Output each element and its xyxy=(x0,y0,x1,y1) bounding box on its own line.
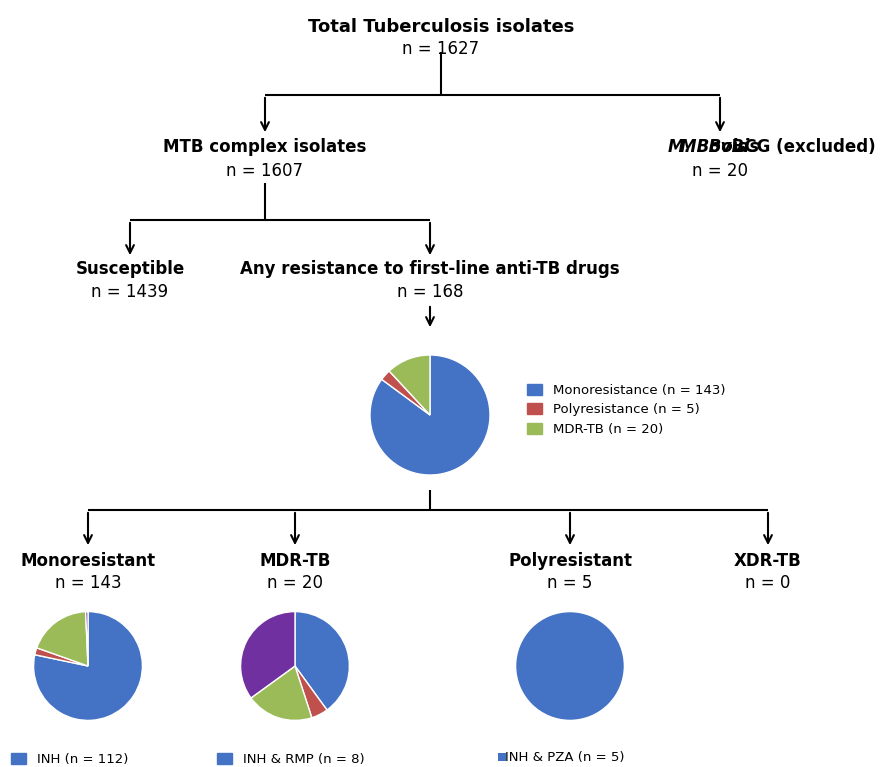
Wedge shape xyxy=(34,648,88,666)
Wedge shape xyxy=(240,611,295,698)
Text: n = 5: n = 5 xyxy=(547,574,592,592)
Text: Any resistance to first-line anti-TB drugs: Any resistance to first-line anti-TB dru… xyxy=(240,260,620,278)
Text: MTB complex isolates: MTB complex isolates xyxy=(163,138,366,156)
Text: M. Bovis: M. Bovis xyxy=(668,138,747,156)
Text: n = 0: n = 0 xyxy=(745,574,790,592)
Text: Total Tuberculosis isolates: Total Tuberculosis isolates xyxy=(308,18,574,36)
Text: Susceptible: Susceptible xyxy=(75,260,185,278)
Text: n = 20: n = 20 xyxy=(267,574,323,592)
Wedge shape xyxy=(295,611,350,710)
Text: M. Bovis: M. Bovis xyxy=(681,138,759,156)
Text: n = 1439: n = 1439 xyxy=(92,283,169,301)
Text: INH & PZA (n = 5): INH & PZA (n = 5) xyxy=(505,751,624,764)
Text: BCG (excluded): BCG (excluded) xyxy=(726,138,876,156)
Text: n = 1627: n = 1627 xyxy=(403,40,479,58)
Wedge shape xyxy=(381,371,430,415)
Wedge shape xyxy=(251,666,312,720)
Text: Monoresistant: Monoresistant xyxy=(20,552,155,570)
Text: n = 143: n = 143 xyxy=(55,574,121,592)
Wedge shape xyxy=(37,611,88,666)
Text: n = 20: n = 20 xyxy=(692,162,748,180)
Wedge shape xyxy=(34,611,142,720)
Text: MDR-TB: MDR-TB xyxy=(260,552,331,570)
Text: n = 168: n = 168 xyxy=(396,283,464,301)
Text: Polyresistant: Polyresistant xyxy=(508,552,632,570)
Wedge shape xyxy=(295,666,327,718)
Legend: Monoresistance (n = 143), Polyresistance (n = 5), MDR-TB (n = 20): Monoresistance (n = 143), Polyresistance… xyxy=(526,384,726,436)
Legend: INH (n = 112), RMP (n = 3), PZA (n = 27), EMB (n=1): INH (n = 112), RMP (n = 3), PZA (n = 27)… xyxy=(11,752,128,767)
Wedge shape xyxy=(370,355,490,475)
Legend: INH & RMP (n = 8), INH & RMP & EMB (n = 1), INH & RMP & EMB & PZA (n = 4), INH &: INH & RMP (n = 8), INH & RMP & EMB (n = … xyxy=(216,752,457,767)
Wedge shape xyxy=(389,355,430,415)
Text: XDR-TB: XDR-TB xyxy=(734,552,802,570)
FancyBboxPatch shape xyxy=(498,753,506,761)
Text: n = 1607: n = 1607 xyxy=(227,162,304,180)
Wedge shape xyxy=(86,611,88,666)
Wedge shape xyxy=(516,611,624,720)
